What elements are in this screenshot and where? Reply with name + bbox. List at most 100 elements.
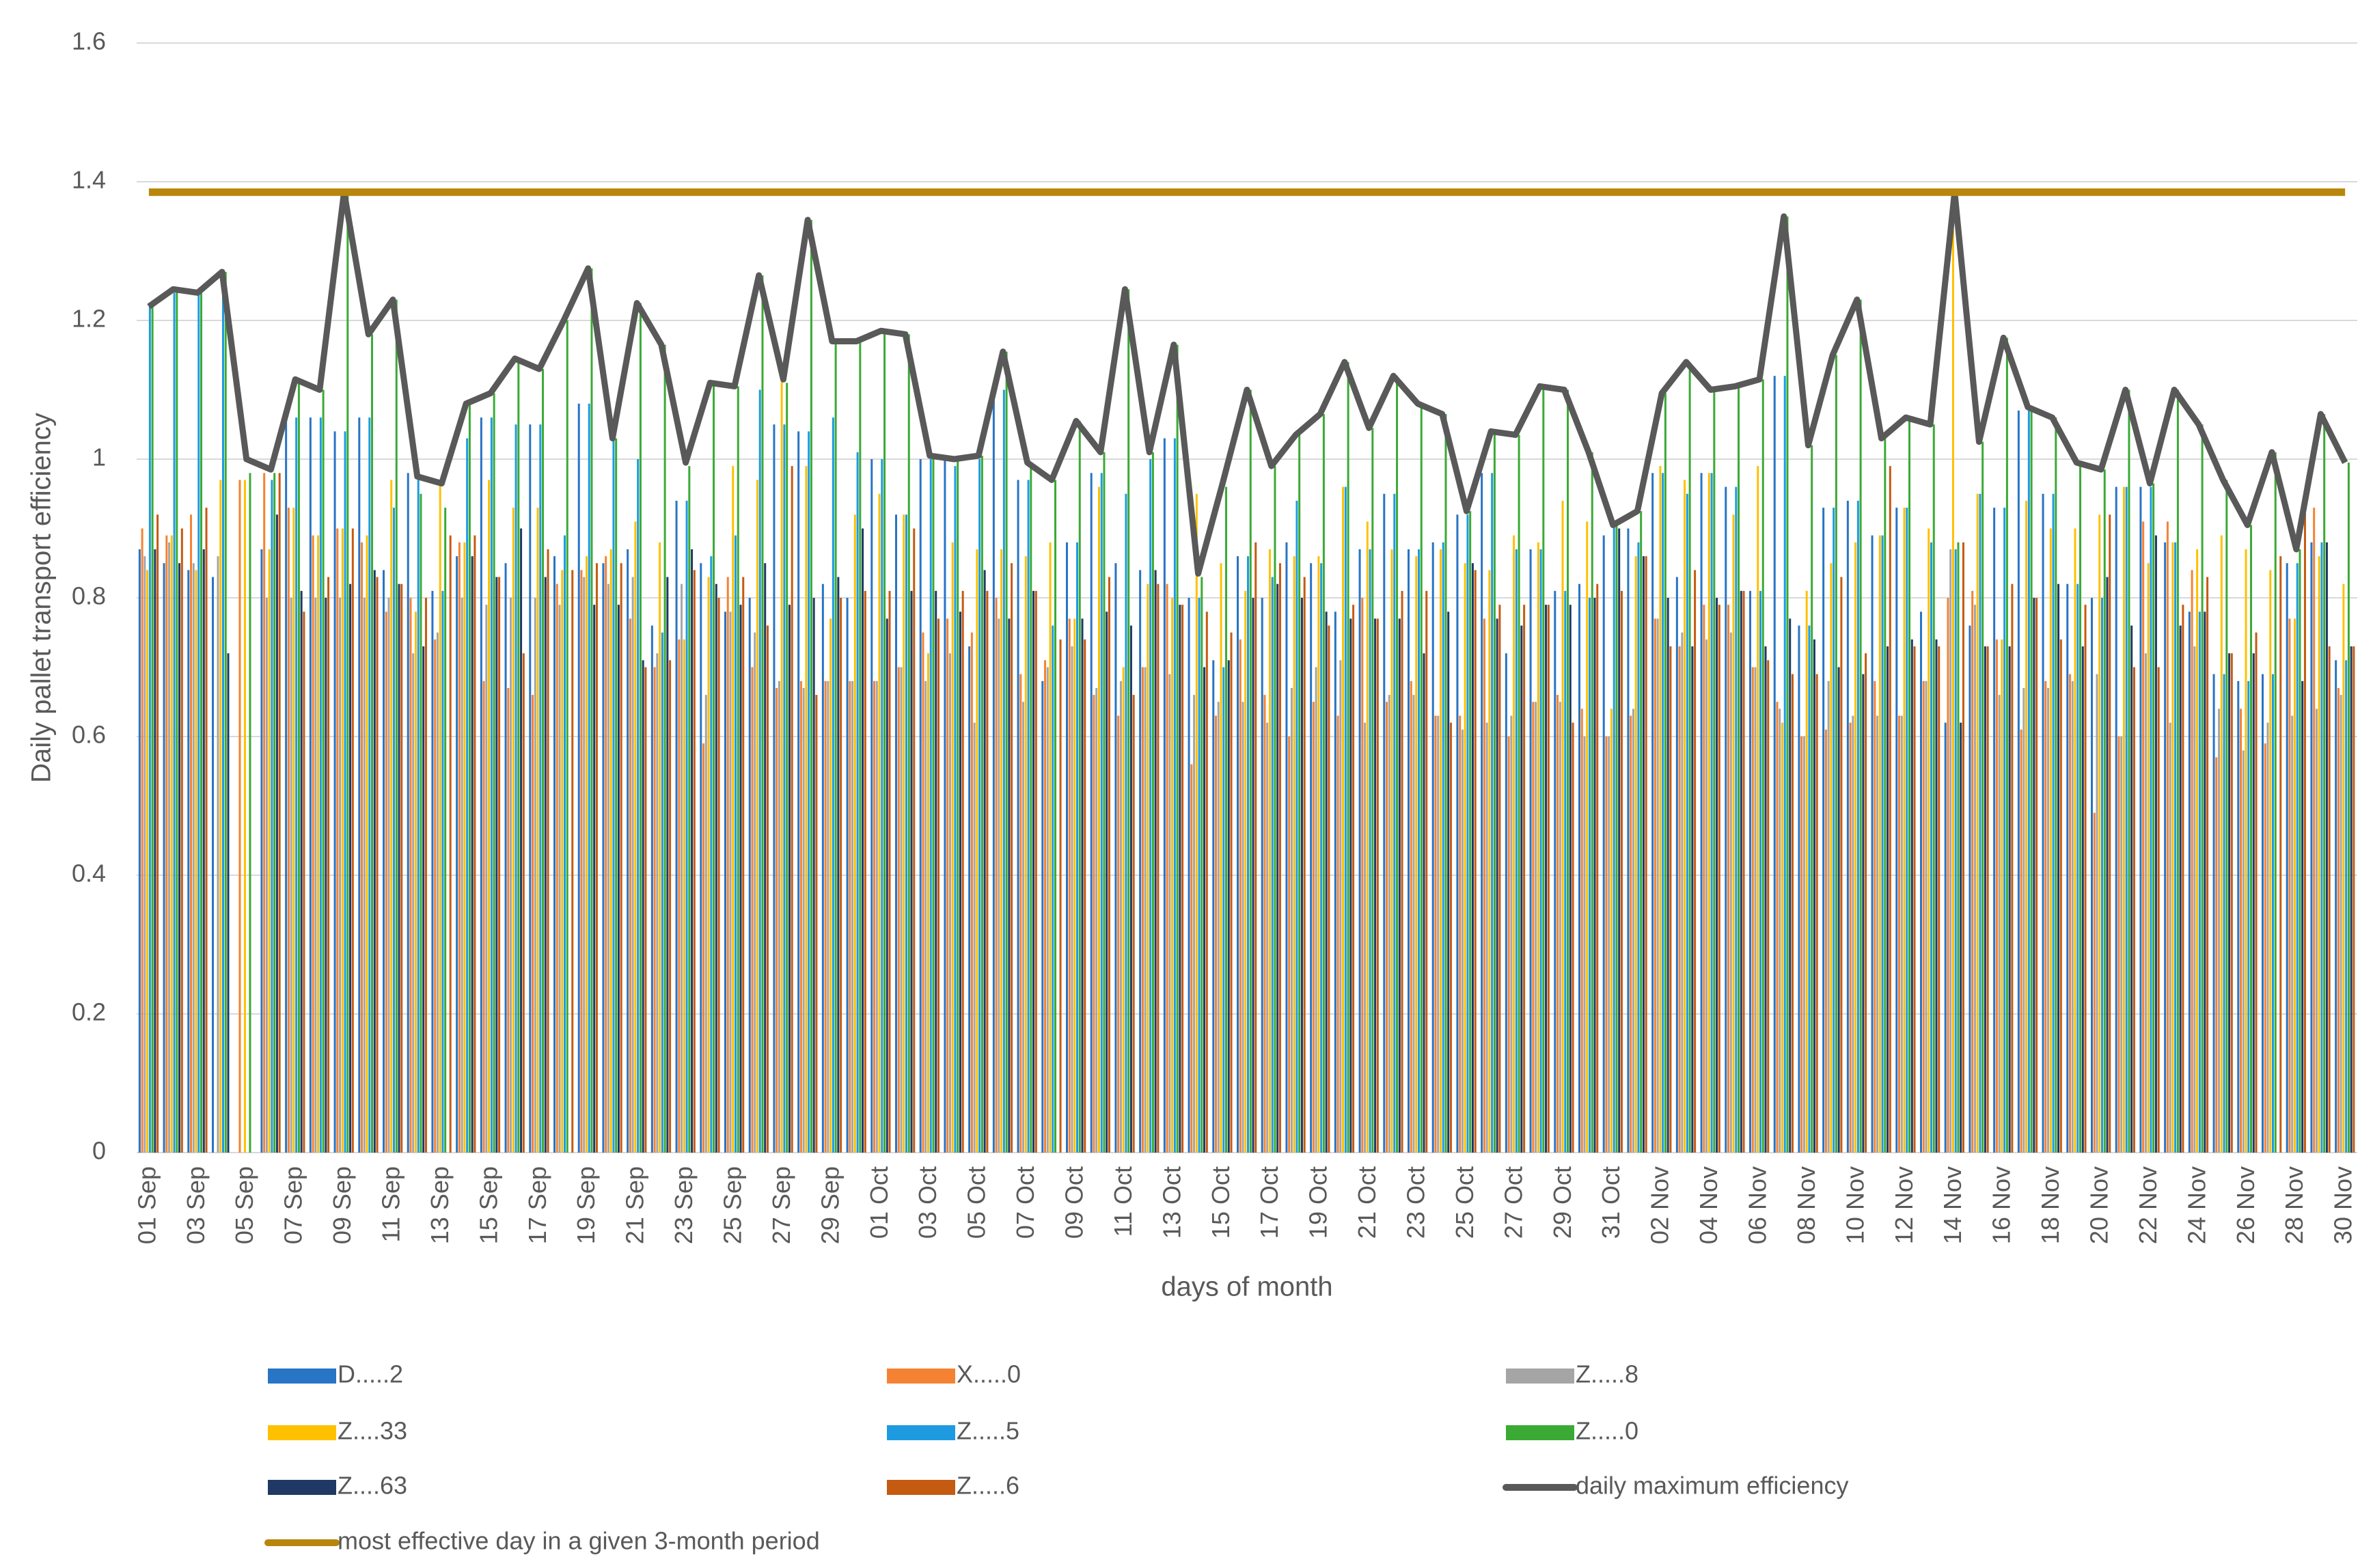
bar: [1244, 590, 1247, 1153]
bar: [2337, 687, 2340, 1153]
bar: [1642, 556, 1645, 1153]
bar: [539, 424, 542, 1153]
bar: [1742, 590, 1745, 1153]
bar: [1998, 695, 2001, 1153]
bar: [897, 667, 900, 1153]
bar: [2179, 625, 2182, 1153]
bar: [154, 549, 156, 1153]
bar: [143, 556, 146, 1153]
bar: [713, 383, 715, 1153]
bar: [998, 618, 1000, 1153]
bar: [1856, 500, 1859, 1153]
bar: [1738, 386, 1740, 1153]
bar: [1019, 674, 1022, 1153]
bar: [1230, 632, 1233, 1153]
x-tick-label: 24 Nov: [2182, 1166, 2210, 1244]
bar: [1071, 646, 1073, 1153]
x-tick-label: 04 Nov: [1695, 1166, 1723, 1244]
bar: [515, 424, 517, 1153]
bar: [929, 459, 932, 1153]
bar: [1252, 598, 1254, 1153]
bar: [1488, 570, 1491, 1153]
bar: [773, 424, 776, 1153]
bar: [937, 618, 939, 1153]
bar: [1437, 715, 1440, 1153]
bar: [319, 417, 322, 1153]
x-tick-label: 18 Nov: [2036, 1166, 2064, 1244]
bar: [1922, 680, 1925, 1153]
bar: [1401, 590, 1403, 1153]
bar: [1000, 549, 1003, 1153]
bar: [151, 306, 154, 1153]
bar: [2120, 737, 2123, 1153]
bar: [1949, 549, 1952, 1153]
bar: [1852, 715, 1854, 1153]
bar: [685, 500, 688, 1153]
bar: [605, 556, 607, 1153]
bar: [588, 403, 590, 1153]
bar: [1398, 618, 1401, 1153]
bar: [2206, 577, 2209, 1153]
bar: [1052, 625, 1054, 1153]
bar: [595, 563, 598, 1153]
bar: [1556, 695, 1559, 1153]
bar: [1637, 542, 1640, 1153]
bar: [1928, 528, 1930, 1153]
bar: [846, 598, 849, 1153]
bar: [2096, 674, 2098, 1153]
x-tick-label: 29 Oct: [1548, 1166, 1576, 1239]
bar: [1027, 480, 1030, 1153]
bar: [704, 695, 707, 1153]
bar: [961, 590, 964, 1153]
bar: [1325, 611, 1328, 1153]
bar: [243, 480, 246, 1153]
bar: [1906, 508, 1908, 1153]
bar: [2193, 646, 2196, 1153]
bar: [238, 480, 241, 1153]
bar: [195, 570, 197, 1153]
x-tick-label: 25 Sep: [719, 1166, 747, 1244]
bar: [924, 680, 927, 1153]
bar: [821, 583, 824, 1153]
bar: [395, 299, 398, 1153]
bar: [1561, 500, 1564, 1153]
bar: [715, 583, 717, 1153]
bar: [420, 493, 422, 1153]
bar: [1651, 473, 1654, 1153]
bar: [1073, 618, 1076, 1153]
bar: [1293, 556, 1295, 1153]
bar: [2240, 709, 2242, 1153]
bar: [1361, 598, 1364, 1153]
bar: [580, 570, 583, 1153]
bar: [922, 632, 924, 1153]
bar: [2003, 508, 2006, 1153]
bar: [815, 695, 818, 1153]
x-tick-label: 14 Nov: [1938, 1166, 1966, 1244]
bar: [566, 320, 568, 1153]
bar: [1032, 590, 1035, 1153]
bar: [2288, 618, 2291, 1153]
bar: [1669, 646, 1672, 1153]
bar: [1813, 639, 1815, 1153]
bar: [383, 570, 385, 1153]
bar: [300, 590, 303, 1153]
bar: [471, 556, 474, 1153]
bar: [2093, 812, 2096, 1153]
bar: [1393, 493, 1396, 1153]
bar: [1276, 583, 1279, 1153]
bar: [944, 459, 946, 1153]
bar: [783, 424, 786, 1153]
bar: [856, 452, 859, 1153]
bar: [661, 632, 663, 1153]
bar: [2047, 687, 2050, 1153]
bar: [1957, 542, 1960, 1153]
bar: [849, 680, 851, 1153]
x-tick-label: 19 Sep: [572, 1166, 600, 1244]
bar: [1439, 549, 1442, 1153]
bar: [542, 369, 545, 1153]
x-tick-label: 16 Nov: [1988, 1166, 2016, 1244]
bar: [1865, 653, 1867, 1153]
bar: [263, 473, 266, 1153]
bar: [2279, 556, 2282, 1153]
bar: [344, 431, 346, 1153]
